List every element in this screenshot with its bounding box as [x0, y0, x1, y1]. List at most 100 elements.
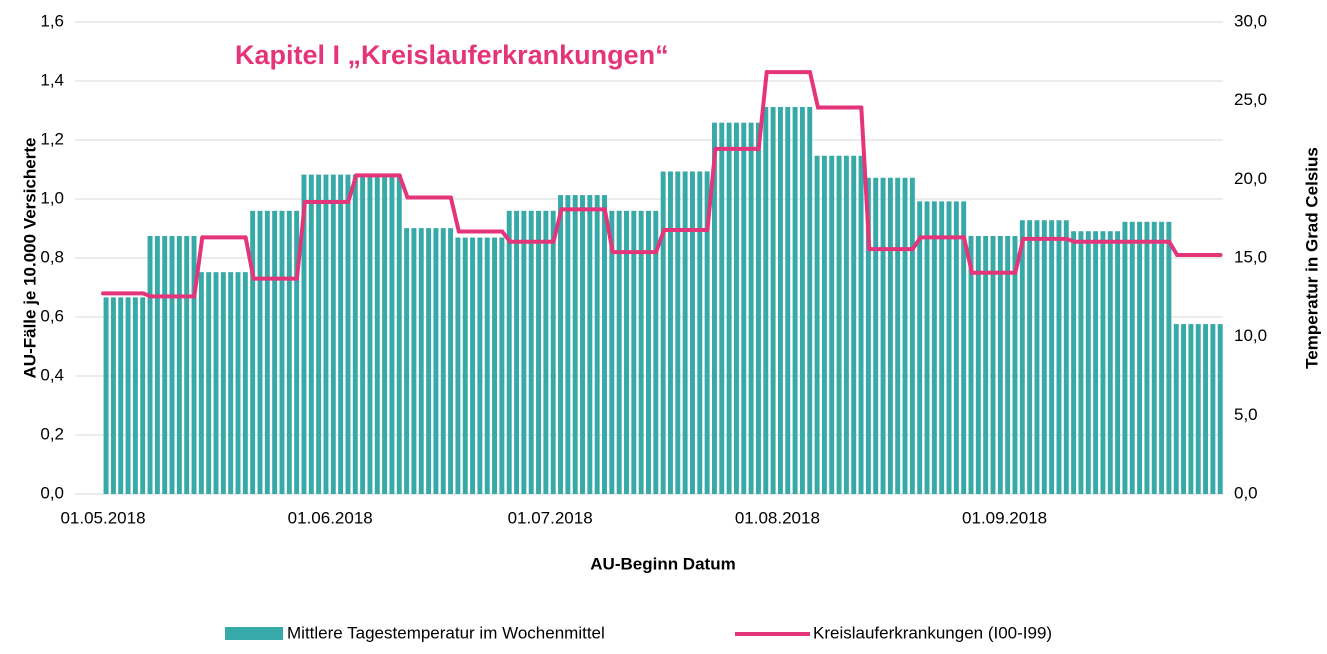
line-connector	[551, 207, 564, 244]
bar	[279, 210, 285, 495]
bar	[499, 237, 505, 494]
bar	[961, 201, 967, 495]
y2-tick-label: 15,0	[1234, 247, 1267, 266]
line-connector	[654, 227, 667, 255]
bar	[264, 210, 270, 495]
bar	[345, 174, 351, 494]
bar	[580, 195, 585, 495]
bar	[323, 174, 329, 494]
y-tick-label: 0,4	[40, 365, 64, 384]
y2-tick-label: 20,0	[1234, 169, 1267, 188]
bar	[733, 122, 739, 495]
line-connector	[346, 173, 359, 204]
bar	[1107, 231, 1113, 494]
y-tick-label: 0,8	[40, 247, 64, 266]
line-connector	[397, 173, 410, 200]
bar	[587, 195, 593, 495]
bar	[572, 195, 578, 495]
bar	[1041, 220, 1047, 495]
bar	[1005, 235, 1011, 494]
y-tick-label: 1,2	[40, 129, 64, 148]
bar	[887, 177, 893, 494]
bar	[792, 106, 798, 495]
bar	[909, 177, 915, 494]
bar	[184, 235, 190, 494]
bar	[147, 235, 153, 494]
line-connector	[756, 70, 769, 151]
y-tick-label: 1,6	[40, 11, 64, 30]
bar	[799, 106, 805, 495]
bar	[418, 228, 424, 494]
bar	[777, 106, 783, 495]
bar	[616, 210, 622, 495]
bar	[814, 155, 820, 494]
bar	[638, 210, 644, 495]
bar	[316, 174, 322, 494]
bar	[829, 155, 835, 494]
bar	[983, 235, 989, 494]
bar	[440, 228, 446, 494]
bar	[1071, 231, 1077, 494]
bar	[697, 171, 703, 494]
bar	[631, 210, 637, 495]
x-tick-label: 01.08.2018	[735, 508, 820, 527]
bar	[220, 272, 226, 494]
bar	[997, 235, 1003, 494]
y-axis-label: AU-Fälle je 10.000 Versicherte	[20, 138, 39, 379]
bar	[1173, 324, 1179, 494]
bar	[953, 201, 959, 495]
bar	[1034, 220, 1040, 495]
bar	[1012, 235, 1018, 494]
bar	[250, 210, 256, 495]
line-connector	[705, 146, 718, 232]
bar	[448, 228, 454, 494]
bar	[367, 174, 373, 494]
bar	[1027, 220, 1033, 495]
bar	[711, 122, 717, 495]
line-connector	[961, 235, 974, 275]
bar	[1049, 220, 1055, 495]
bar	[902, 177, 908, 494]
bar	[843, 155, 849, 494]
y2-axis-label: Temperatur in Grad Celsius	[1302, 147, 1321, 369]
bar	[1100, 231, 1106, 494]
line-connector	[294, 199, 307, 281]
bar	[1093, 231, 1099, 494]
bar	[132, 297, 138, 494]
bar	[330, 174, 336, 494]
bar	[690, 171, 695, 494]
bar	[308, 174, 314, 494]
bar	[477, 237, 483, 494]
x-tick-label: 01.06.2018	[288, 508, 373, 527]
legend-swatch	[225, 627, 283, 640]
bar	[1129, 221, 1135, 494]
bar	[668, 171, 673, 494]
bar	[286, 210, 292, 495]
bar	[917, 201, 923, 495]
bar	[433, 228, 439, 494]
bar	[726, 122, 732, 495]
y-tick-label: 0,6	[40, 306, 64, 325]
line-connector	[500, 229, 513, 244]
bar	[550, 210, 556, 495]
bar	[565, 195, 571, 495]
bar	[352, 174, 358, 494]
line-connector	[448, 195, 461, 234]
y-tick-label: 0,0	[40, 483, 64, 502]
line-connector	[602, 207, 615, 255]
bar	[946, 201, 952, 495]
bar	[521, 210, 527, 495]
bar	[396, 174, 402, 494]
bar	[169, 235, 175, 494]
line-connector	[243, 235, 256, 281]
bar	[125, 297, 131, 494]
bar	[1151, 221, 1157, 494]
bar	[528, 210, 534, 495]
line-connector	[910, 235, 923, 252]
bar	[675, 171, 681, 494]
bar	[294, 210, 300, 495]
bar	[968, 235, 974, 494]
y2-tick-label: 0,0	[1234, 483, 1258, 502]
bar	[682, 171, 688, 494]
